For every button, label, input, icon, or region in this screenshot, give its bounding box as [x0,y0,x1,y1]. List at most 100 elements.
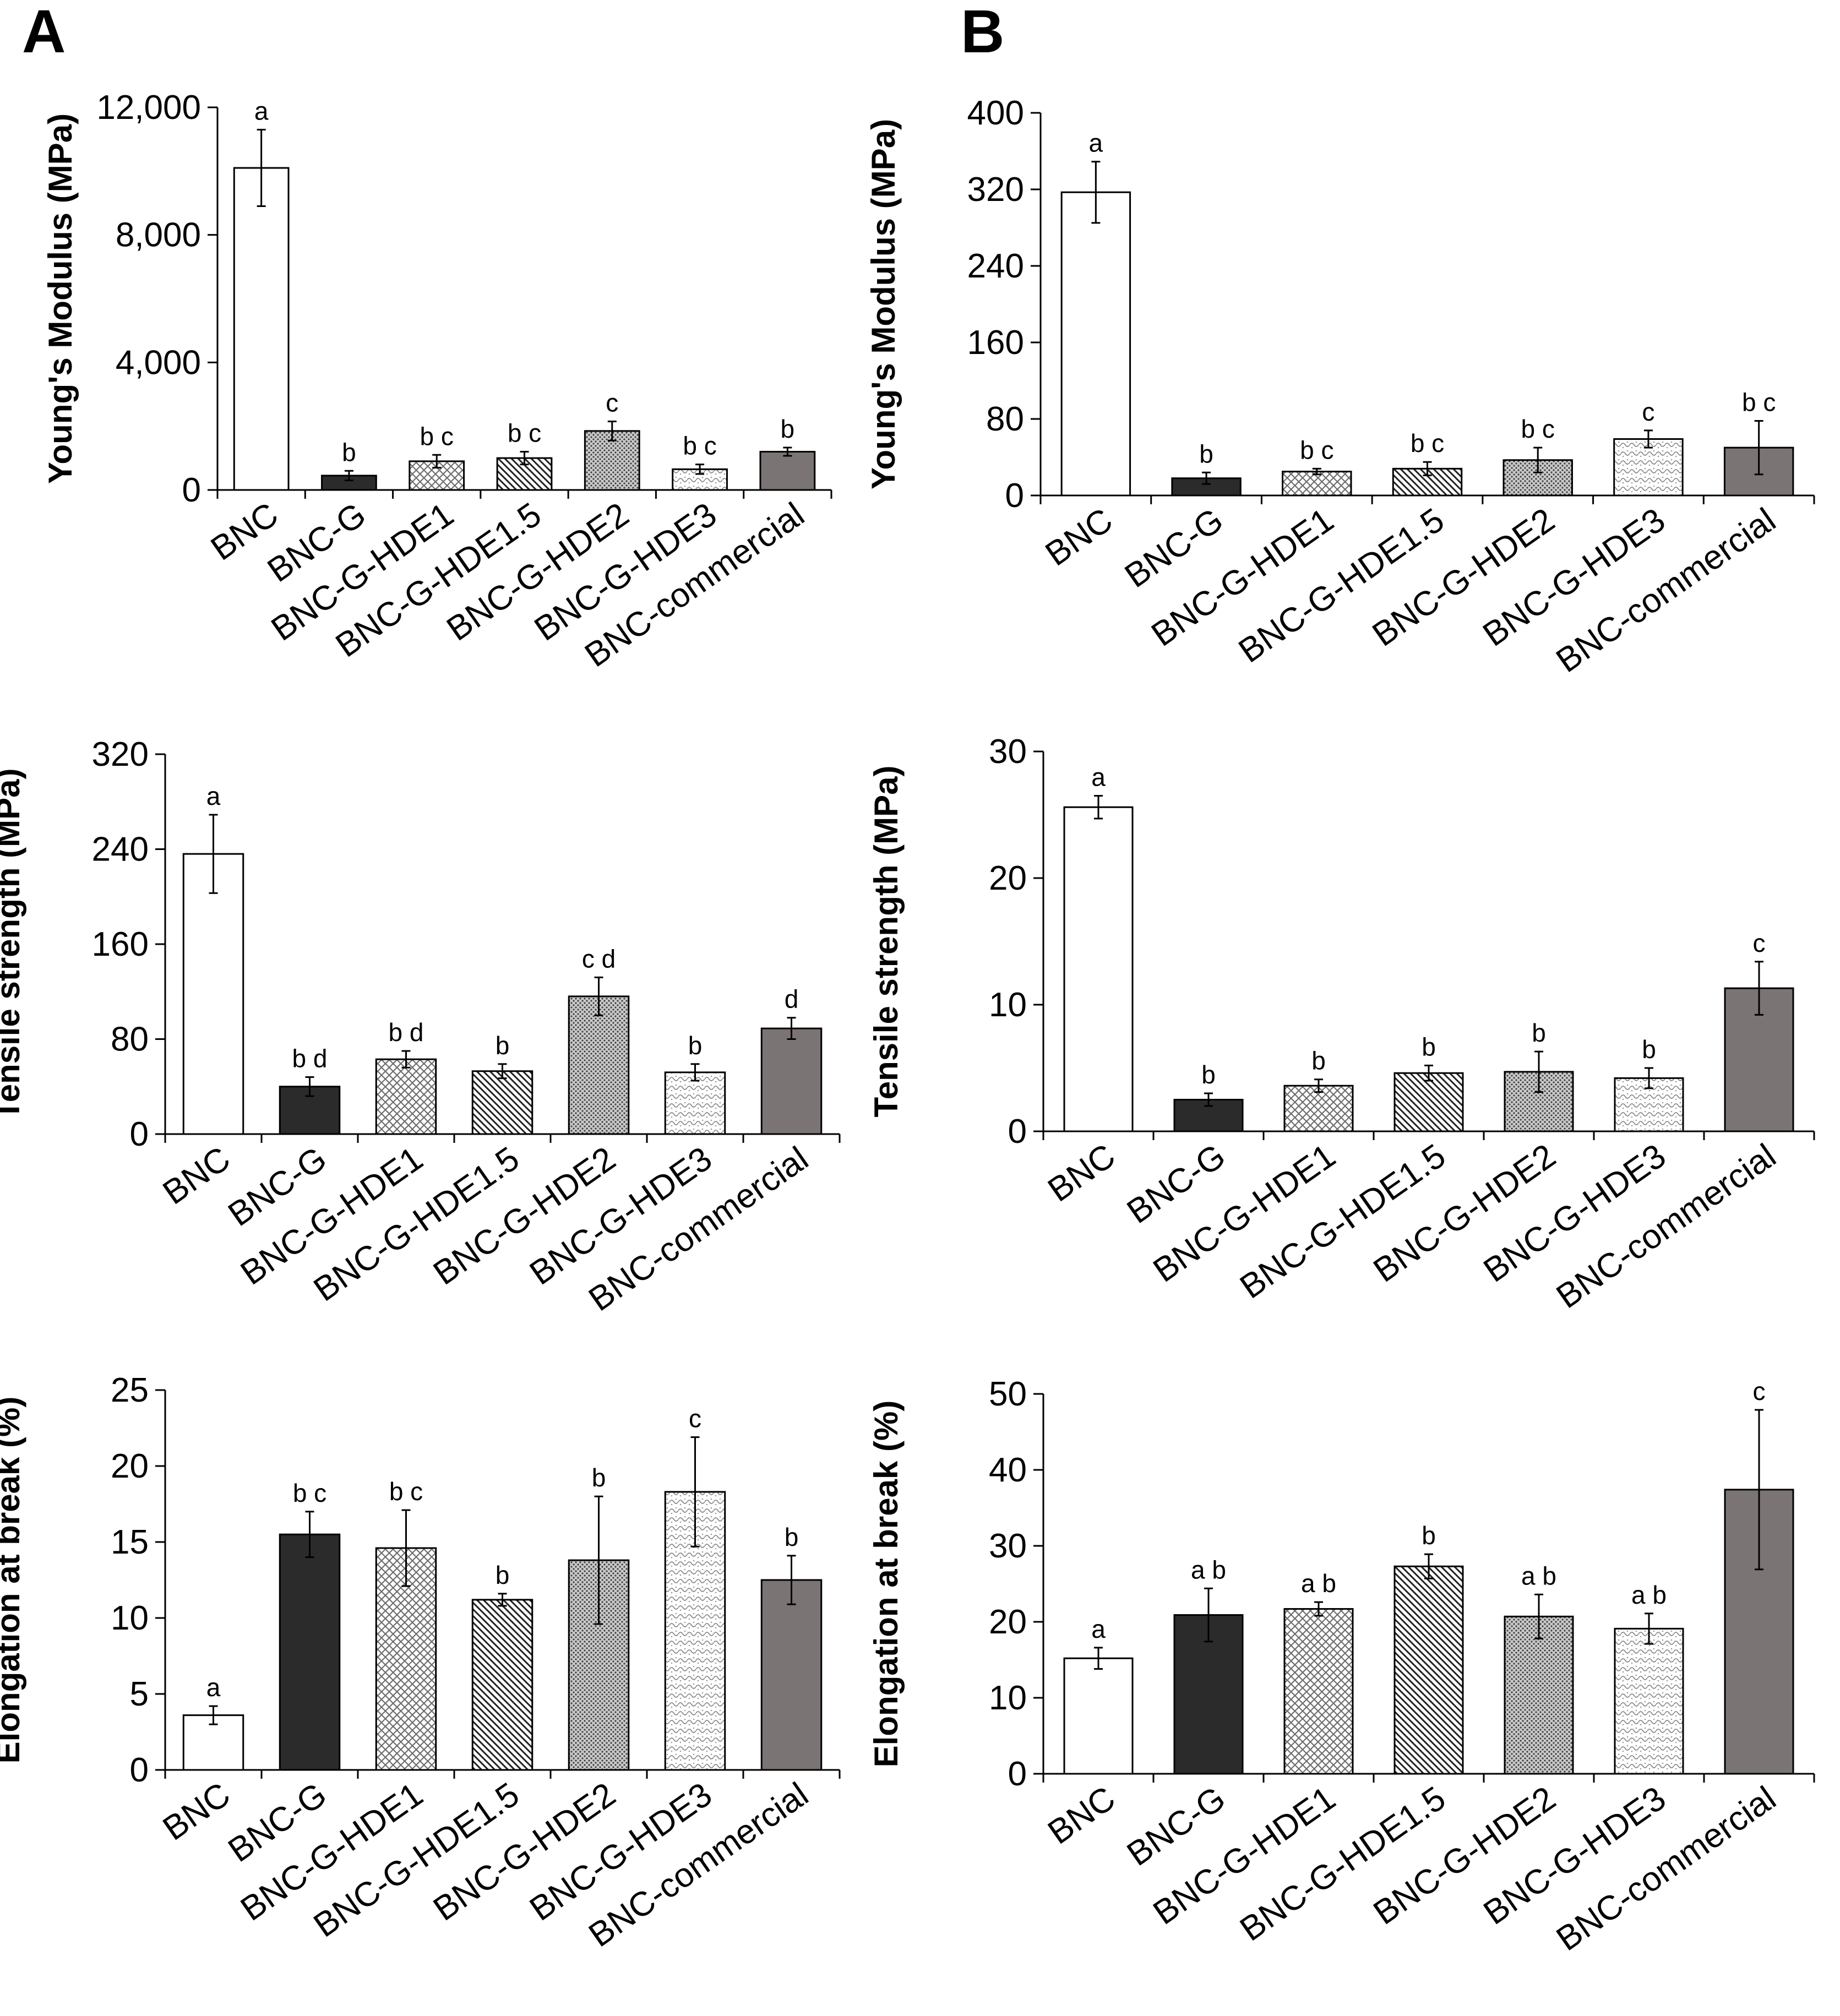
chart-5-group: 0 10 20 30 40 50 Elongation at break (%) a BNC a … [868,1375,1815,1958]
y-tick-label: 20 [989,1603,1027,1641]
y-tick-label: 240 [92,831,149,869]
y-tick-label: 50 [989,1375,1027,1413]
y-tick-label: 40 [989,1451,1027,1489]
y-tick-label: 30 [989,1527,1027,1565]
significance-letter: a [206,782,221,810]
y-tick-label: 0 [182,471,201,509]
significance-letter: b c [1300,435,1333,464]
significance-letter: b [1422,1521,1436,1550]
bar-bnc-g-hde1.5 [471,1599,534,1771]
bar-bnc-g-hde3 [664,1071,726,1135]
significance-letter: a b [1301,1569,1336,1598]
significance-letter: a [1089,129,1103,157]
significance-letter: c [1753,1377,1766,1405]
bar-bnc [182,853,244,1135]
significance-letter: a b [1631,1581,1667,1609]
category-label: BNC [1039,501,1120,574]
y-axis-title: Young's Modulus (MPa) [42,113,79,484]
bar-bnc-g-hde2 [568,995,630,1135]
category-label: BNC [1041,1779,1122,1852]
chart-1-group: 0 80 160 240 320 400 Young's Modulus (MPa) a BNC… [865,94,1815,680]
significance-letter: b [496,1031,510,1060]
y-tick-label: 0 [130,1115,149,1153]
y-axis-title: Tensile strength (MPa) [868,766,905,1118]
y-tick-label: 15 [111,1523,149,1561]
significance-letter: b [785,1523,799,1551]
y-tick-label: 0 [1008,1113,1027,1151]
significance-letter: b [1311,1047,1326,1075]
significance-letter: b c [1411,429,1444,457]
y-tick-label: 12,000 [96,89,201,127]
y-tick-label: 4,000 [116,344,201,382]
bar-bnc-g-hde2 [1504,1615,1574,1775]
significance-letter: d [785,985,799,1014]
bar-bnc-g-hde1.5 [471,1070,534,1135]
y-tick-label: 160 [967,324,1024,362]
bar-bnc-g [279,1533,341,1771]
significance-letter: a [1091,763,1106,792]
y-tick-label: 0 [1005,477,1024,515]
significance-letter: b c [508,419,541,448]
y-tick-label: 320 [92,735,149,773]
y-axis-title: Elongation at break (%) [0,1397,26,1764]
charts-layer: 0 4,000 8,000 12,000 Young's Modulus (MPa) a B… [0,89,1815,1958]
significance-letter: b [1422,1032,1436,1061]
significance-letter: b d [292,1044,328,1073]
panel-label-B: B [961,0,1004,66]
bar-bnc [1063,806,1134,1132]
bar-bnc-g-hde3 [1614,1627,1684,1775]
y-tick-label: 5 [130,1675,149,1713]
y-tick-label: 80 [986,400,1024,438]
y-axis-title: Tensile strength (MPa) [0,769,26,1120]
category-label: BNC-G-HDE2 [1367,1779,1563,1932]
significance-letter: b c [683,432,716,460]
category-label: BNC-G-HDE2 [1366,501,1562,654]
bar-bnc-commercial [760,1579,823,1771]
significance-letter: a b [1191,1555,1226,1584]
bar-bnc-g-hde1.5 [1393,1072,1464,1132]
y-tick-label: 10 [111,1599,149,1637]
significance-letter: c [1753,929,1766,957]
y-tick-label: 10 [989,1679,1027,1717]
bar-bnc [182,1714,244,1771]
significance-letter: b [1642,1035,1656,1064]
significance-letter: b c [389,1477,423,1506]
category-label: BNC-G-HDE2 [1367,1137,1563,1290]
significance-letter: b [781,415,795,443]
significance-letter: b c [1521,415,1555,443]
significance-letter: a [206,1673,221,1702]
y-axis-title: Young's Modulus (MPa) [865,119,902,489]
panel-label-A: A [22,0,66,66]
significance-letter: b [342,438,356,466]
category-label: BNC [1041,1137,1122,1209]
bar-bnc-g-hde1 [375,1058,437,1135]
significance-letter: b [1532,1018,1546,1047]
bar-bnc-commercial [759,451,816,491]
bar-bnc-commercial [760,1027,823,1135]
significance-letter: b [1199,439,1213,468]
y-tick-label: 8,000 [116,216,201,254]
significance-letter: b [496,1561,510,1589]
significance-letter: a [254,97,269,126]
significance-letter: c [606,388,618,417]
significance-letter: c [689,1404,701,1433]
significance-letter: c d [582,944,616,973]
y-tick-label: 400 [967,94,1024,132]
significance-letter: b c [293,1479,326,1507]
y-tick-label: 0 [1008,1755,1027,1793]
bar-bnc-g-hde3 [672,468,728,491]
y-tick-label: 25 [111,1371,149,1409]
significance-letter: b [688,1031,703,1060]
significance-letter: b c [1742,388,1776,416]
y-tick-label: 0 [130,1751,149,1789]
significance-letter: a [1091,1615,1106,1643]
y-tick-label: 160 [92,925,149,963]
significance-letter: b d [389,1018,424,1047]
bar-bnc [233,167,290,491]
significance-letter: b [592,1463,606,1492]
